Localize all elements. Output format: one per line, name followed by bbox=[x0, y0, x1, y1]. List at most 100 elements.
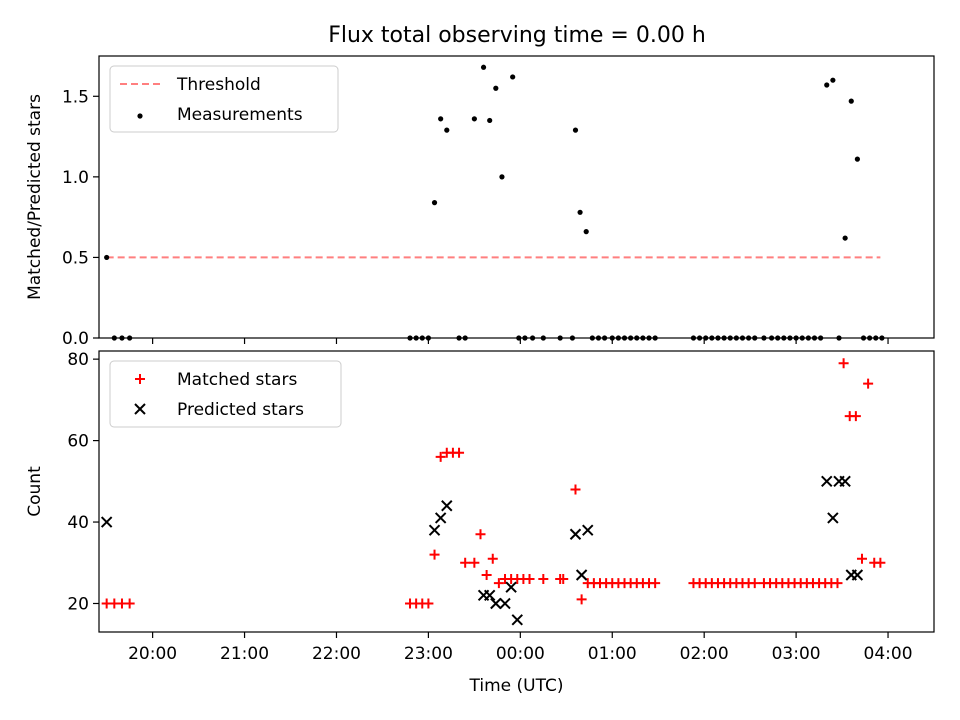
predicted-star-point bbox=[100, 516, 113, 528]
measurement-point bbox=[703, 335, 709, 341]
measurement-point bbox=[111, 335, 117, 341]
legend-label: Measurements bbox=[177, 105, 303, 125]
matched-star-point bbox=[469, 557, 480, 568]
measurement-point bbox=[860, 335, 867, 341]
predicted-star-point bbox=[511, 614, 523, 626]
series-predicted-stars bbox=[100, 475, 864, 626]
y-tick-label: 60 bbox=[67, 432, 89, 452]
measurement-point bbox=[589, 335, 595, 341]
series-matched-stars bbox=[101, 358, 886, 609]
measurement-point bbox=[715, 335, 721, 341]
matched-star-point bbox=[749, 578, 760, 589]
matched-star-point bbox=[487, 553, 498, 564]
measurement-point bbox=[419, 335, 425, 341]
measurement-point bbox=[761, 335, 767, 341]
measurement-point bbox=[799, 335, 805, 341]
matched-star-point bbox=[423, 598, 434, 609]
measurement-point bbox=[444, 127, 450, 133]
predicted-star-point bbox=[428, 524, 441, 536]
measurement-point bbox=[493, 85, 499, 91]
measurement-point bbox=[696, 335, 703, 341]
x-tick-label: 04:00 bbox=[864, 644, 913, 664]
legend-label: Threshold bbox=[176, 75, 261, 95]
predicted-star-point bbox=[827, 512, 839, 524]
measurement-point bbox=[842, 235, 848, 241]
measurement-point bbox=[583, 229, 589, 235]
measurement-point bbox=[127, 335, 133, 341]
measurement-point bbox=[768, 335, 775, 341]
predicted-star-point bbox=[851, 569, 864, 581]
series-measurements bbox=[104, 64, 885, 341]
plot-frame bbox=[98, 350, 935, 633]
measurement-point bbox=[119, 335, 125, 341]
matched-star-point bbox=[524, 574, 535, 585]
measurement-point bbox=[652, 335, 658, 341]
measurement-point bbox=[739, 335, 746, 341]
x-axis-label: Time (UTC) bbox=[469, 676, 564, 696]
y-tick-label: 0.0 bbox=[62, 329, 89, 349]
matched-star-point bbox=[570, 484, 581, 495]
predicted-star-point bbox=[839, 475, 851, 488]
measurement-point bbox=[529, 335, 536, 341]
measurement-point bbox=[431, 200, 438, 206]
measurement-point bbox=[787, 335, 793, 341]
measurement-point bbox=[480, 64, 487, 70]
measurement-point bbox=[793, 335, 799, 341]
measurement-point bbox=[413, 335, 419, 341]
predicted-star-point bbox=[582, 524, 594, 536]
measurement-point bbox=[727, 335, 733, 341]
matched-star-point bbox=[576, 594, 587, 605]
y-axis-label: Matched/Predicted stars bbox=[25, 94, 45, 300]
matched-star-point bbox=[650, 578, 661, 589]
measurement-point bbox=[634, 335, 640, 341]
measurement-point bbox=[873, 335, 879, 341]
matched-star-point bbox=[435, 451, 446, 462]
measurement-point bbox=[690, 335, 697, 341]
y-tick-label: 0.5 bbox=[62, 248, 89, 268]
measurement-point bbox=[775, 335, 781, 341]
measurement-point bbox=[746, 335, 752, 341]
predicted-star-point bbox=[575, 569, 588, 581]
legend-label: Predicted stars bbox=[177, 400, 304, 420]
y-axis-label: Count bbox=[25, 466, 45, 517]
measurement-point bbox=[867, 335, 873, 341]
measurement-point bbox=[516, 335, 522, 341]
y-tick-label: 1.5 bbox=[62, 87, 89, 107]
matched-star-point bbox=[558, 574, 569, 585]
legend-label: Matched stars bbox=[177, 370, 297, 390]
measurement-point bbox=[557, 335, 563, 341]
x-tick-label: 23:00 bbox=[404, 644, 453, 664]
x-tick-label: 00:00 bbox=[496, 644, 545, 664]
measurement-point bbox=[595, 335, 602, 341]
matched-star-point bbox=[538, 574, 549, 585]
measurement-point bbox=[830, 77, 836, 83]
matched-star-point bbox=[124, 598, 135, 609]
matched-star-point bbox=[481, 569, 492, 580]
measurement-point bbox=[811, 335, 818, 341]
top-panel: 0.0 0.5 1.0 1.5 Matched/Predicted stars Thres… bbox=[25, 55, 935, 349]
predicted-star-point bbox=[821, 475, 833, 488]
legend-matched-swatch bbox=[135, 374, 145, 384]
measurement-point bbox=[510, 74, 516, 80]
y-tick-label: 20 bbox=[67, 594, 89, 614]
measurement-point bbox=[752, 335, 758, 341]
bottom-panel: 20:00 21:00 22:00 23:00 00:00 01:00 02:00 03:00… bbox=[25, 350, 935, 696]
matched-star-point bbox=[429, 549, 440, 560]
y-tick-label: 80 bbox=[67, 350, 89, 370]
legend-box bbox=[109, 65, 339, 133]
x-tick-label: 20:00 bbox=[128, 644, 177, 664]
matched-star-point bbox=[454, 447, 465, 458]
predicted-star-point bbox=[441, 500, 453, 512]
predicted-star-point bbox=[569, 528, 582, 540]
measurement-point bbox=[879, 335, 885, 341]
measurement-point bbox=[848, 98, 854, 104]
measurement-point bbox=[854, 156, 860, 162]
measurement-point bbox=[407, 335, 413, 341]
x-tick-label: 21:00 bbox=[220, 644, 269, 664]
measurement-point bbox=[487, 117, 493, 124]
matched-star-point bbox=[832, 578, 843, 589]
predicted-star-point bbox=[499, 597, 511, 610]
measurement-point bbox=[621, 335, 628, 341]
matched-star-point bbox=[475, 529, 486, 540]
